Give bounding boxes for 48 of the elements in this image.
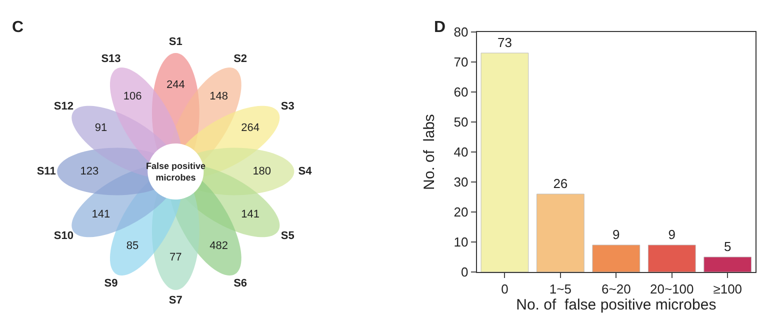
data-label: 148 (210, 90, 228, 103)
data-label: 73 (497, 35, 512, 50)
category-label: S11 (36, 165, 56, 178)
data-label: 5 (724, 239, 732, 254)
y-tick-label: 80 (454, 24, 468, 40)
text: C (12, 19, 24, 36)
data-label: 91 (94, 122, 108, 134)
category-label: S3 (280, 100, 294, 113)
data-label: 26 (553, 176, 568, 191)
y-axis-title: No. of labs (421, 114, 438, 190)
category-label: S2 (234, 53, 248, 66)
x-tick-label: 6~20 (602, 282, 631, 297)
data-label: 123 (80, 165, 99, 178)
y-tick-label: 0 (461, 264, 468, 280)
category-label: S10 (54, 230, 74, 242)
data-label: 106 (123, 90, 142, 103)
y-tick-label: 10 (454, 234, 468, 250)
data-label: 244 (166, 79, 185, 92)
x-tick-label: ≥100 (713, 282, 742, 297)
y-tick-label: 20 (454, 204, 468, 220)
data-label: 9 (612, 227, 620, 242)
x-tick-label: 1~5 (549, 282, 572, 297)
data-label: 180 (252, 165, 272, 178)
data-label: 9 (668, 227, 676, 242)
data-label: 141 (92, 208, 110, 220)
x-tick-label: 20~100 (650, 282, 694, 297)
data-label: 77 (170, 251, 182, 264)
y-tick-label: 60 (454, 84, 468, 100)
category-label: S9 (104, 277, 118, 290)
y-tick-label: 30 (454, 174, 468, 190)
category-label: S1 (168, 36, 182, 48)
category-label: S12 (54, 100, 74, 113)
data-label: 85 (126, 240, 139, 252)
category-label: S13 (101, 53, 121, 66)
data-label: 141 (241, 208, 260, 220)
y-tick-label: 40 (454, 144, 468, 160)
chart-title: D (434, 19, 446, 36)
data-label: 482 (210, 240, 228, 252)
category-label: S4 (298, 165, 313, 178)
data-label: 264 (241, 122, 260, 134)
x-tick-label: 0 (501, 282, 508, 297)
text: False positive microbes (146, 161, 206, 183)
category-label: S6 (234, 277, 248, 290)
x-axis-title: No. of false positive microbes (516, 296, 716, 314)
category-label: S7 (168, 294, 182, 307)
y-tick-label: 70 (454, 54, 468, 70)
y-tick-label: 50 (454, 114, 468, 130)
category-label: S5 (280, 230, 294, 242)
